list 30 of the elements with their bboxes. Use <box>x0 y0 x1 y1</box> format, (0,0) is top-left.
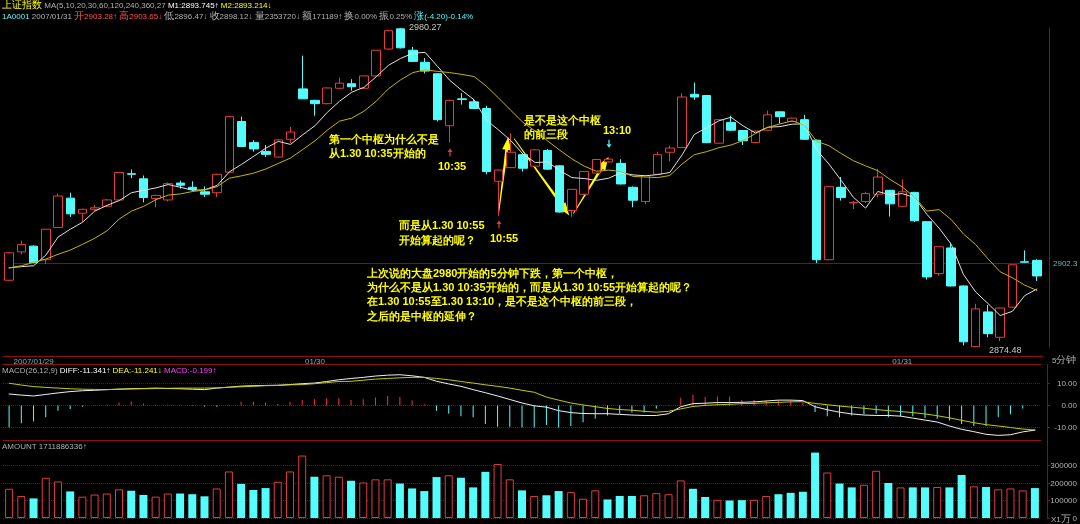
y-tick-label: 300000 <box>1050 461 1078 471</box>
annotation: 之后的是中枢的延伸？ <box>367 308 477 324</box>
x-axis-title: 5分钟 <box>1052 354 1077 365</box>
annotation: 10:35 <box>438 159 467 174</box>
y-tick-label: 0 <box>1072 513 1078 523</box>
x-tick-label: 01/30 <box>304 356 326 366</box>
ref-line-label: 2902.3 <box>1053 258 1079 268</box>
y-axis-title: X1万 <box>1051 513 1071 524</box>
annotation: 2874.48 <box>989 345 1022 356</box>
y-tick-label: -10.00 <box>1054 422 1078 432</box>
annotation: 第一个中枢为什么不是从1.30 10:35开始的 <box>329 131 440 160</box>
chart-title: 上证指数 <box>2 0 42 10</box>
annotation: 上次说的大盘2980开始的5分钟下跌，第一个中枢， <box>367 266 618 281</box>
text: 1A0001 2007/01/31 开2903.28↑ 高2903.65↓ 低2896.47↓ 收2898.12↓ 量2353720↓ 额171189↑ 换0.00% 振0.25% 涨(-4.20)-0.14% <box>2 10 474 21</box>
x-tick-label: 2007/01/29 <box>13 356 55 366</box>
x-tick-label: 01/31 <box>892 356 913 366</box>
annotation: 13:10 <box>603 123 632 138</box>
annotation: 10:55 <box>490 231 519 246</box>
y-tick-label: 0.00 <box>1061 400 1078 410</box>
annotation: 2980.27 <box>409 22 442 33</box>
y-tick-label: 10.00 <box>1056 378 1078 388</box>
chart-title: MACD(26,12,9) DIFF:-11.341↑ DEA:-11.241↓ MACD:-0.199↑ <box>2 366 217 375</box>
annotation: 为什么不是从1.30 10:35开始的，而是从1.30 10:55开始算起的呢？ <box>367 280 693 295</box>
annotation: 在1.30 10:55至1.30 13:10，是不是这个中枢的前三段， <box>367 294 638 310</box>
y-tick-label: 200000 <box>1050 478 1078 488</box>
annotation: 是不是这个中枢的前三段 <box>524 112 602 141</box>
y-tick-label: 100000 <box>1050 496 1078 506</box>
chart-subtitle: MA(5,10,20,30,60,120,240,360,27 M1:2893.745↑ M2:2893.214↓ <box>44 1 272 10</box>
chart-title: AMOUNT 1711886336↑ <box>2 442 87 451</box>
annotation: 而是从1.30 10:55开始算起的呢？ <box>399 217 486 249</box>
